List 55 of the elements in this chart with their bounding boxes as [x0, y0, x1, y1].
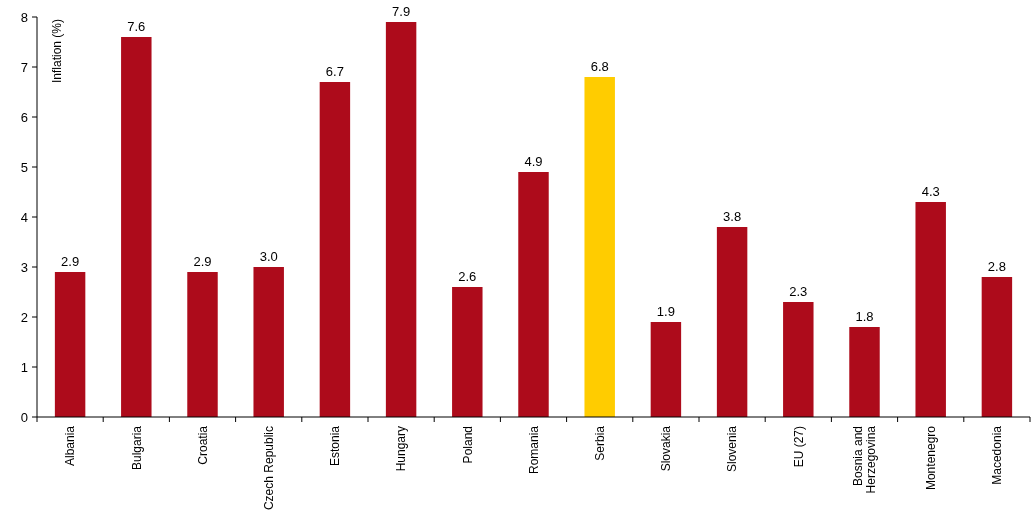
data-label: 4.3 — [921, 184, 940, 199]
x-tick-label: Montenegro — [923, 425, 938, 491]
x-tick-label: EU (27) — [791, 426, 806, 468]
bar — [54, 272, 86, 417]
x-tick-label: Romania — [526, 425, 541, 475]
data-label: 2.9 — [193, 254, 212, 269]
bar — [716, 227, 748, 417]
x-tick-label: Macedonia — [990, 425, 1005, 485]
y-axis-title: Inflation (%) — [50, 19, 64, 84]
x-tick-label: Hungary — [394, 426, 409, 472]
data-label: 7.9 — [392, 4, 411, 19]
bar — [452, 287, 483, 417]
x-tick-label: Croatia — [195, 425, 210, 465]
x-tick-label: Bulgaria — [129, 425, 144, 471]
bar — [650, 322, 682, 417]
bar — [915, 202, 946, 417]
data-label: 4.9 — [524, 154, 543, 169]
y-tick-label: 8 — [20, 9, 28, 25]
data-label: 1.8 — [855, 309, 874, 324]
bar — [319, 82, 351, 417]
x-tick-label: Poland — [460, 426, 475, 464]
y-tick-label: 3 — [20, 259, 28, 275]
y-tick-label: 7 — [20, 59, 28, 75]
bar — [783, 302, 814, 417]
x-tick-label: Serbia — [592, 425, 607, 461]
data-label: 1.9 — [656, 304, 675, 319]
bar — [385, 22, 417, 417]
x-tick-label: Slovenia — [725, 425, 740, 473]
bar — [187, 272, 218, 417]
x-tick-label: Czech Republic — [261, 426, 276, 511]
data-label: 3.0 — [259, 249, 278, 264]
bar — [518, 172, 549, 417]
data-label: 2.9 — [61, 254, 80, 269]
data-label: 7.6 — [127, 19, 146, 34]
y-tick-label: 1 — [20, 359, 28, 375]
bar — [121, 37, 152, 417]
data-label: 3.8 — [723, 209, 742, 224]
y-tick-label: 0 — [20, 409, 28, 425]
y-tick-label: 4 — [20, 209, 28, 225]
data-label: 2.8 — [987, 259, 1006, 274]
bar — [849, 327, 880, 417]
data-label: 2.6 — [458, 269, 477, 284]
bar — [584, 77, 615, 417]
x-tick-label: Estonia — [328, 425, 343, 467]
y-tick-label: 2 — [20, 309, 28, 325]
data-label: 2.3 — [789, 284, 808, 299]
x-tick-label: Albania — [63, 425, 78, 467]
data-label: 6.7 — [325, 64, 344, 79]
x-tick-label: Slovakia — [659, 425, 674, 472]
data-label: 6.8 — [590, 59, 609, 74]
bar — [253, 267, 284, 417]
y-tick-label: 5 — [20, 159, 28, 175]
bar — [981, 277, 1013, 417]
y-tick-label: 6 — [20, 109, 28, 125]
x-tick-label: Bosnia and Herzegovina — [851, 425, 879, 494]
